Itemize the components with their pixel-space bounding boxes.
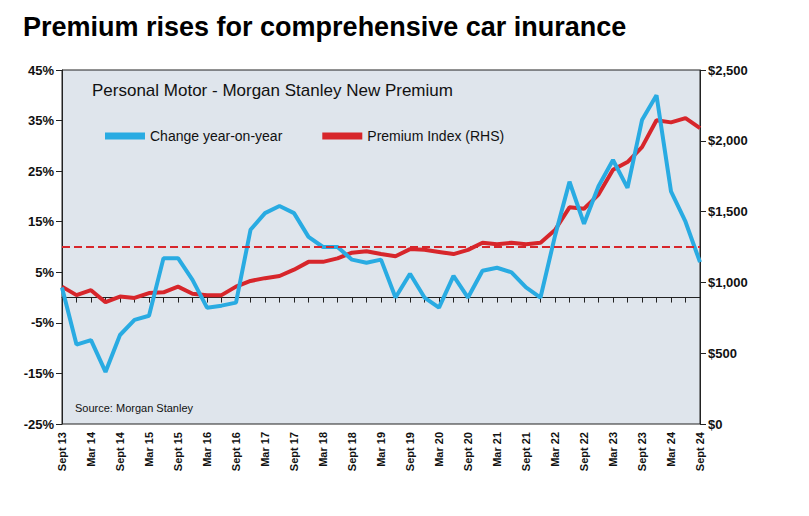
svg-text:Mar 22: Mar 22 <box>549 432 561 467</box>
svg-text:Sept 23: Sept 23 <box>636 432 648 471</box>
svg-text:Mar 23: Mar 23 <box>607 432 619 467</box>
svg-text:Source: Morgan Stanley: Source: Morgan Stanley <box>75 402 194 414</box>
svg-text:5%: 5% <box>35 265 54 280</box>
svg-text:Mar 17: Mar 17 <box>259 432 271 467</box>
svg-text:Sept 18: Sept 18 <box>346 432 358 471</box>
svg-text:Personal Motor - Morgan Stanle: Personal Motor - Morgan Stanley New Prem… <box>92 81 453 100</box>
svg-text:$0: $0 <box>708 417 722 432</box>
svg-text:-15%: -15% <box>24 366 55 381</box>
svg-text:$500: $500 <box>708 346 737 361</box>
svg-text:Mar 18: Mar 18 <box>317 432 329 467</box>
svg-text:Mar 20: Mar 20 <box>433 432 445 467</box>
svg-text:$1,000: $1,000 <box>708 275 748 290</box>
svg-text:15%: 15% <box>28 214 54 229</box>
svg-text:Change year-on-year: Change year-on-year <box>150 128 283 144</box>
svg-text:25%: 25% <box>28 164 54 179</box>
svg-text:Mar 24: Mar 24 <box>665 431 677 467</box>
svg-text:Mar 15: Mar 15 <box>143 432 155 467</box>
svg-text:-5%: -5% <box>31 315 55 330</box>
svg-text:Sept 14: Sept 14 <box>114 431 126 471</box>
svg-text:Sept 20: Sept 20 <box>462 432 474 471</box>
svg-text:Mar 19: Mar 19 <box>375 432 387 467</box>
svg-text:$1,500: $1,500 <box>708 204 748 219</box>
svg-text:Sept 22: Sept 22 <box>578 432 590 471</box>
svg-text:$2,000: $2,000 <box>708 133 748 148</box>
svg-text:Sept 16: Sept 16 <box>230 432 242 471</box>
svg-text:Sept 13: Sept 13 <box>56 432 68 471</box>
svg-text:Sept 17: Sept 17 <box>288 432 300 471</box>
svg-text:45%: 45% <box>28 63 54 78</box>
svg-text:$2,500: $2,500 <box>708 63 748 78</box>
svg-text:Premium Index (RHS): Premium Index (RHS) <box>367 128 504 144</box>
svg-text:Sept 24: Sept 24 <box>694 431 706 471</box>
svg-text:Mar 16: Mar 16 <box>201 432 213 467</box>
svg-text:Premium rises for comprehensiv: Premium rises for comprehensive car inur… <box>23 12 626 42</box>
svg-text:Mar 21: Mar 21 <box>491 432 503 467</box>
svg-text:Sept 19: Sept 19 <box>404 432 416 471</box>
svg-text:35%: 35% <box>28 113 54 128</box>
svg-text:Mar 14: Mar 14 <box>85 431 97 467</box>
svg-text:-25%: -25% <box>24 417 55 432</box>
svg-text:Sept 15: Sept 15 <box>172 432 184 471</box>
svg-text:Sept 21: Sept 21 <box>520 432 532 471</box>
